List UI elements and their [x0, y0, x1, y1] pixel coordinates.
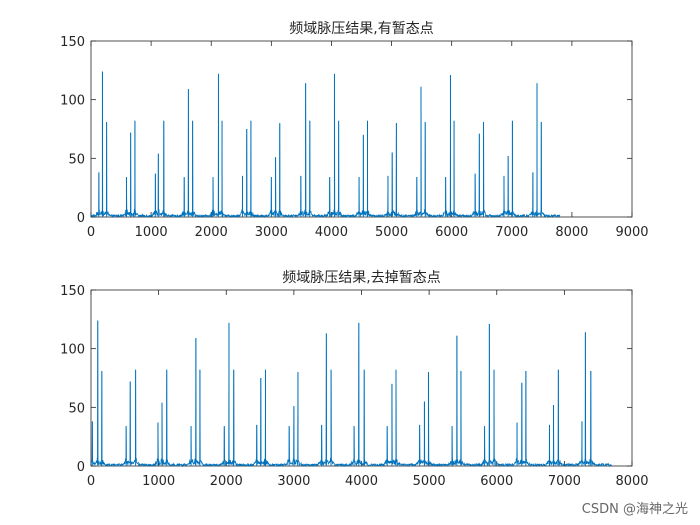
x-tick-label: 0	[87, 474, 95, 489]
x-tick-label: 2000	[195, 225, 228, 240]
y-tick-label: 50	[68, 401, 85, 416]
x-tick-label: 1000	[135, 225, 168, 240]
x-tick-label: 5000	[375, 225, 408, 240]
signal-series-line	[90, 71, 561, 219]
x-tick-label: 4000	[315, 225, 348, 240]
y-tick-label: 0	[77, 460, 85, 475]
x-tick-label: 7000	[495, 225, 528, 240]
plot-area	[90, 289, 633, 467]
x-tick-label: 8000	[555, 225, 588, 240]
y-tick-label: 150	[60, 284, 85, 299]
signal-series-line	[90, 320, 612, 468]
x-tick-label: 8000	[615, 474, 648, 489]
x-tick-label: 0	[87, 225, 95, 240]
y-tick-label: 100	[60, 94, 85, 109]
y-tick-label: 100	[60, 343, 85, 358]
x-tick-label: 7000	[548, 474, 581, 489]
x-tick-label: 3000	[255, 225, 288, 240]
x-tick-label: 2000	[210, 474, 243, 489]
plot-area	[90, 40, 633, 218]
y-tick-label: 50	[68, 152, 85, 167]
x-tick-label: 3000	[277, 474, 310, 489]
x-tick-label: 1000	[142, 474, 175, 489]
watermark: CSDN @海神之光	[581, 502, 688, 517]
y-tick-label: 150	[60, 35, 85, 50]
chart-title: 频域脉压结果,有暂态点	[289, 21, 433, 37]
x-tick-label: 6000	[435, 225, 468, 240]
x-tick-label: 6000	[480, 474, 513, 489]
x-tick-label: 9000	[615, 225, 648, 240]
x-tick-label: 4000	[345, 474, 378, 489]
y-tick-label: 0	[77, 211, 85, 226]
chart-title: 频域脉压结果,去掉暂态点	[282, 270, 440, 286]
x-tick-label: 5000	[413, 474, 446, 489]
